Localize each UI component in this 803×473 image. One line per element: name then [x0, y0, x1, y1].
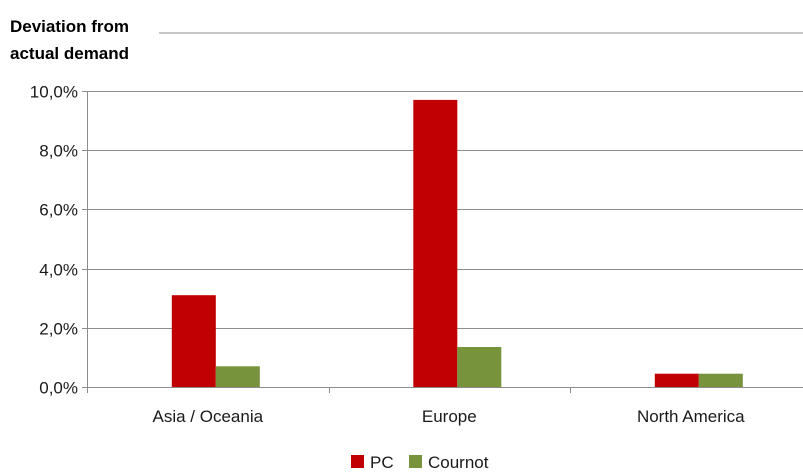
y-tick-label: 0,0%	[39, 379, 78, 398]
y-axis-title: Deviation from actual demand	[10, 17, 129, 63]
bars	[171, 99, 743, 388]
y-tick-label: 6,0%	[39, 201, 78, 220]
bar-pc-3	[654, 373, 699, 387]
bar-cournot-3	[698, 373, 743, 387]
x-axis-labels: Asia / Oceania Europe North America	[153, 407, 746, 426]
y-tick-label: 4,0%	[39, 261, 78, 280]
bar-cournot-2	[457, 347, 502, 387]
x-tick-label: Europe	[422, 407, 477, 426]
bar-pc-2	[413, 99, 458, 388]
legend-swatch-cournot	[409, 455, 422, 468]
legend-label-pc: PC	[370, 453, 394, 472]
x-tick-label: Asia / Oceania	[153, 407, 264, 426]
bar-cournot-1	[215, 366, 260, 387]
y-axis-ticks: 0,0% 2,0% 4,0% 6,0% 8,0% 10,0%	[30, 83, 87, 398]
legend: PC Cournot	[351, 453, 489, 472]
legend-swatch-pc	[351, 455, 364, 468]
legend-label-cournot: Cournot	[428, 453, 489, 472]
bar-pc-1	[171, 295, 216, 387]
y-axis-title-line-1: Deviation from	[10, 17, 129, 36]
y-tick-label: 8,0%	[39, 142, 78, 161]
y-axis-title-line-2: actual demand	[10, 44, 129, 63]
y-tick-label: 10,0%	[30, 83, 78, 102]
y-tick-label: 2,0%	[39, 320, 78, 339]
x-axis	[87, 91, 803, 393]
x-tick-label: North America	[637, 407, 745, 426]
